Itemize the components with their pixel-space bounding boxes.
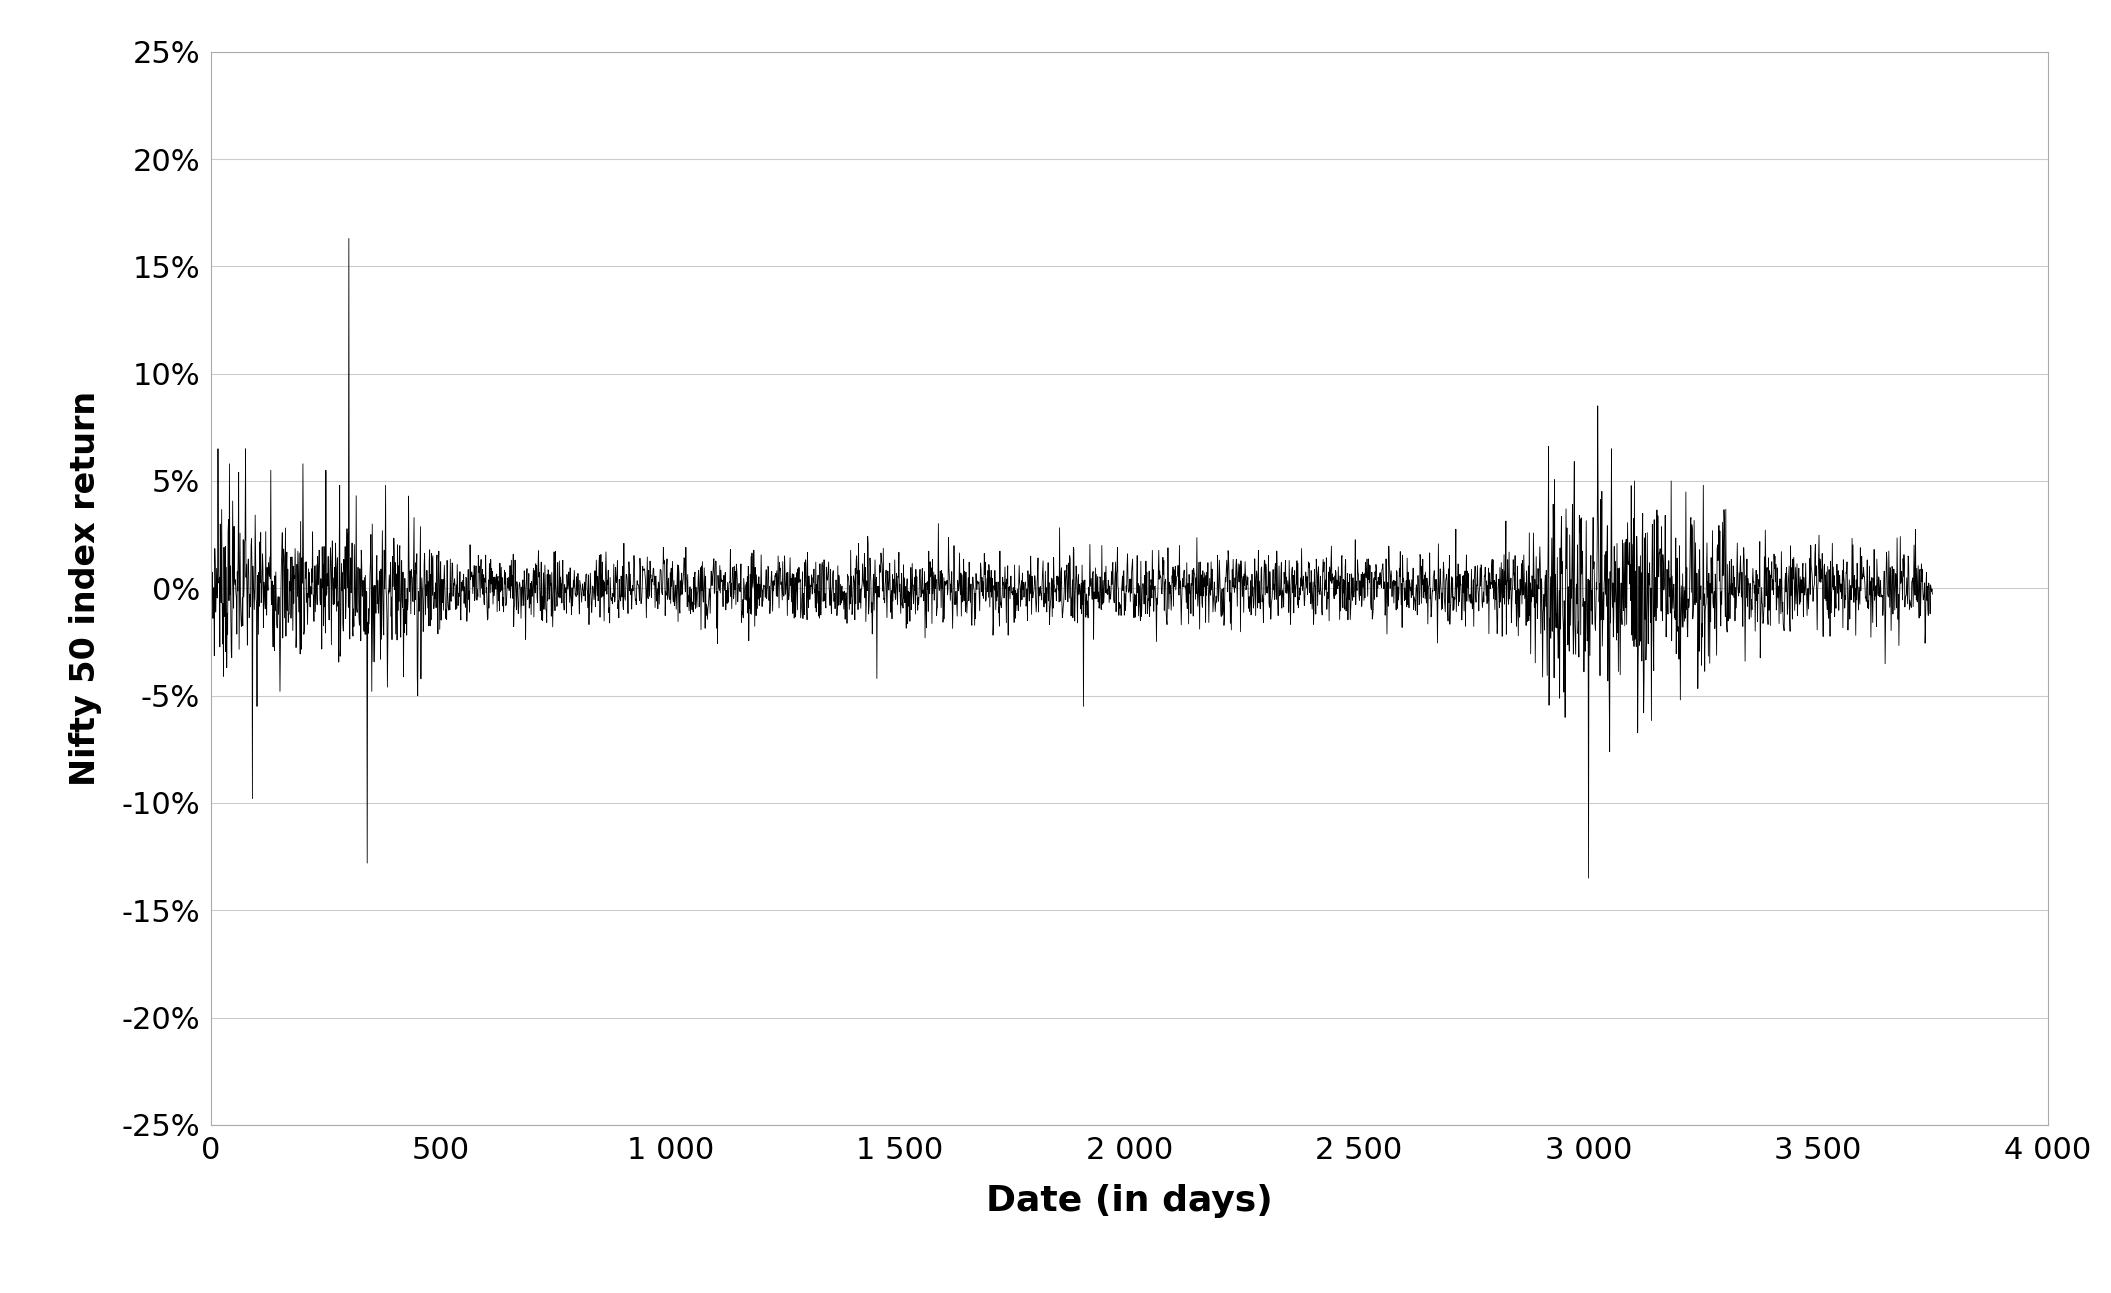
Y-axis label: Nifty 50 index return: Nifty 50 index return — [70, 390, 101, 786]
X-axis label: Date (in days): Date (in days) — [986, 1184, 1273, 1218]
